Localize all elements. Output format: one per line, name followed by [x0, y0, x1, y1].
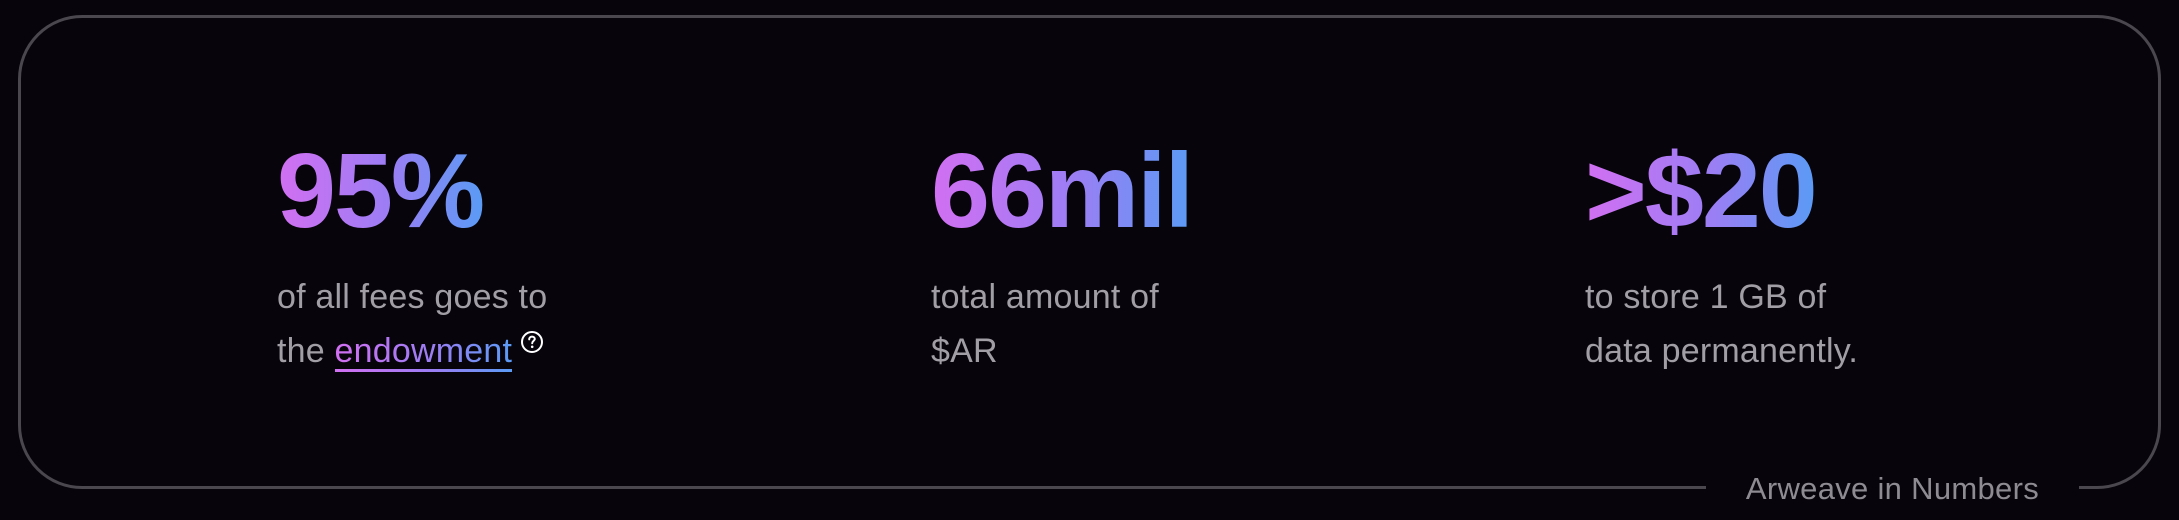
- stat-value: 95%: [277, 132, 485, 250]
- stat-fees: 95% of all fees goes to the endowment: [277, 138, 777, 378]
- help-icon[interactable]: [520, 330, 544, 354]
- stat-storage-cost: >$20 to store 1 GB of data permanently.: [1585, 138, 2085, 378]
- stat-supply: 66mil total amount of $AR: [931, 138, 1431, 378]
- panel-caption: Arweave in Numbers: [1705, 469, 2079, 509]
- stat-description: to store 1 GB of data permanently.: [1585, 270, 2085, 378]
- stat-value: 66mil: [931, 132, 1194, 250]
- stats-panel: [18, 15, 2161, 489]
- stat-description: total amount of $AR: [931, 270, 1431, 378]
- stat-description: of all fees goes to the endowment: [277, 270, 777, 378]
- stat-value: >$20: [1585, 132, 1818, 250]
- stat-desc-prefix: the: [277, 332, 325, 370]
- stat-desc-line: $AR: [931, 332, 998, 370]
- endowment-link[interactable]: endowment: [334, 332, 513, 370]
- stat-desc-line: of all fees goes to: [277, 278, 548, 316]
- stat-desc-line: data permanently.: [1585, 332, 1859, 370]
- stat-desc-line: the endowment: [277, 324, 777, 378]
- stat-desc-line: total amount of: [931, 278, 1159, 316]
- stat-desc-line: to store 1 GB of: [1585, 278, 1827, 316]
